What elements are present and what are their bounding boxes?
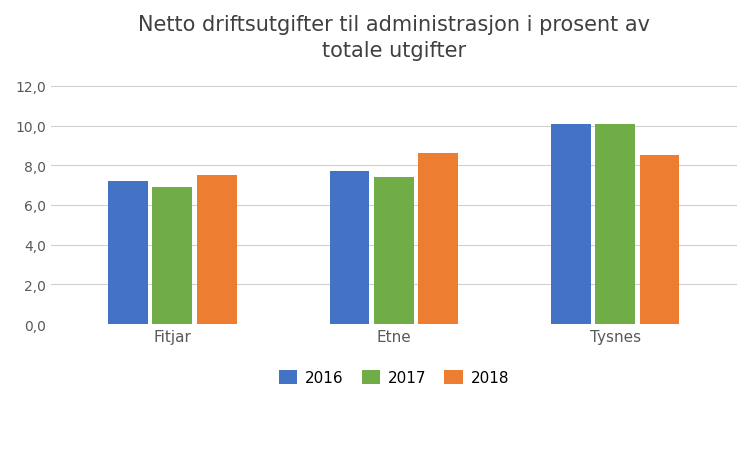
Bar: [374, 178, 414, 324]
Bar: [551, 124, 591, 324]
Bar: [108, 182, 148, 324]
Bar: [153, 188, 193, 324]
Bar: [329, 172, 369, 324]
Bar: [596, 124, 635, 324]
Bar: [418, 154, 458, 324]
Legend: 2016, 2017, 2018: 2016, 2017, 2018: [272, 364, 515, 391]
Bar: [197, 176, 237, 324]
Title: Netto driftsutgifter til administrasjon i prosent av
totale utgifter: Netto driftsutgifter til administrasjon …: [138, 15, 650, 61]
Bar: [640, 156, 679, 324]
